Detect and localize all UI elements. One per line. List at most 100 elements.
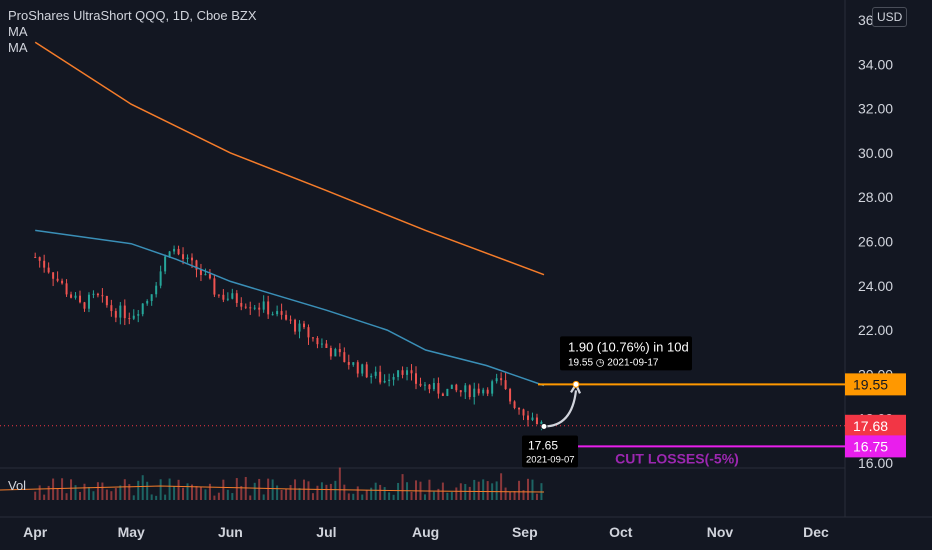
candle-body bbox=[325, 343, 328, 348]
volume-bar bbox=[204, 489, 207, 500]
volume-bar bbox=[446, 492, 449, 500]
symbol-title[interactable]: ProShares UltraShort QQQ, 1D, Cboe BZX bbox=[8, 8, 257, 23]
candle-body bbox=[105, 295, 108, 306]
candle-body bbox=[150, 294, 153, 302]
y-tick-label: 32.00 bbox=[858, 101, 893, 117]
y-tick-label: 16.00 bbox=[858, 455, 893, 471]
candle-body bbox=[500, 378, 503, 381]
volume-bar bbox=[222, 479, 225, 500]
volume-bars bbox=[0, 467, 545, 500]
candle-body bbox=[446, 388, 449, 396]
measure-end-dot bbox=[572, 380, 580, 388]
volume-bar bbox=[226, 489, 229, 500]
candle-body bbox=[195, 260, 198, 270]
candle-body bbox=[226, 298, 229, 300]
volume-bar bbox=[352, 493, 355, 500]
volume-bar bbox=[276, 485, 279, 500]
candle-body bbox=[311, 337, 314, 339]
volume-bar bbox=[527, 478, 529, 500]
volume-bar bbox=[213, 495, 216, 500]
candle-body bbox=[244, 306, 247, 308]
candle-body bbox=[522, 409, 525, 416]
volume-bar bbox=[535, 493, 538, 500]
indicator-ma-1[interactable]: MA bbox=[8, 24, 28, 39]
candle-body bbox=[343, 352, 346, 363]
candle-body bbox=[441, 393, 444, 396]
candle-body bbox=[123, 305, 126, 319]
candle-body bbox=[141, 303, 144, 315]
volume-bar bbox=[123, 479, 126, 500]
start-point-label bbox=[522, 435, 578, 468]
candle-body bbox=[329, 347, 332, 357]
volume-bar bbox=[294, 479, 297, 500]
candle-body bbox=[316, 337, 319, 345]
candle-body bbox=[43, 260, 46, 268]
candle-body bbox=[401, 370, 404, 375]
candle-body bbox=[164, 256, 167, 272]
price-label-text-target: 19.55 bbox=[853, 376, 888, 392]
candle-body bbox=[83, 302, 86, 309]
candle-body bbox=[276, 311, 279, 315]
y-tick-label: 26.00 bbox=[858, 234, 893, 250]
volume-bar bbox=[132, 495, 135, 500]
volume-bar bbox=[518, 480, 521, 500]
volume-bar bbox=[146, 481, 149, 500]
volume-bar bbox=[83, 483, 86, 500]
candle-body bbox=[267, 301, 270, 315]
indicator-ma-2[interactable]: MA bbox=[8, 40, 28, 55]
volume-bar bbox=[513, 491, 516, 500]
volume-bar bbox=[186, 483, 189, 500]
volume-bar bbox=[280, 489, 283, 500]
volume-bar bbox=[191, 484, 193, 500]
candle-body bbox=[459, 390, 462, 393]
candle-body bbox=[132, 315, 135, 319]
volume-bar bbox=[307, 481, 310, 500]
candle-body bbox=[531, 417, 534, 420]
candle-body bbox=[486, 389, 489, 394]
candle-body bbox=[280, 311, 283, 315]
price-label-text-stop: 16.75 bbox=[853, 438, 888, 454]
candle-body bbox=[365, 364, 368, 378]
candle-body bbox=[240, 302, 243, 307]
candle-body bbox=[495, 378, 498, 382]
volume-bar bbox=[79, 491, 81, 500]
volume-bar bbox=[316, 485, 319, 500]
volume-bar bbox=[374, 482, 377, 500]
volume-bar bbox=[208, 483, 211, 500]
candle-body bbox=[406, 370, 409, 375]
volume-bar bbox=[217, 492, 220, 500]
volume-bar bbox=[262, 494, 265, 500]
candle-body bbox=[92, 293, 95, 295]
volume-bar bbox=[401, 474, 404, 500]
y-tick-label: 36 bbox=[858, 12, 874, 28]
volume-bar bbox=[334, 480, 337, 500]
volume-bar bbox=[437, 488, 440, 500]
volume-bar bbox=[231, 493, 234, 500]
candle-body bbox=[231, 293, 234, 299]
drawing-tools[interactable]: 1.90 (10.76%) in 10d 19.55 ◷ 2021-09-17 17… bbox=[0, 336, 845, 468]
volume-bar bbox=[509, 491, 512, 500]
candle-body bbox=[307, 327, 310, 338]
candle-body bbox=[298, 323, 301, 332]
candle-body bbox=[222, 294, 225, 300]
grid bbox=[0, 0, 932, 518]
y-tick-label: 28.00 bbox=[858, 189, 893, 205]
x-tick-label: Jun bbox=[218, 524, 243, 540]
currency-button[interactable]: USD bbox=[872, 7, 908, 27]
volume-bar bbox=[455, 487, 458, 500]
candle-body bbox=[513, 401, 516, 408]
volume-bar bbox=[253, 482, 256, 500]
volume-bar bbox=[329, 483, 332, 500]
volume-bar bbox=[244, 476, 247, 500]
volume-label: Vol bbox=[8, 478, 27, 493]
volume-bar bbox=[168, 478, 171, 500]
candle-body bbox=[199, 269, 202, 275]
volume-bar bbox=[468, 486, 471, 500]
y-tick-label: 30.00 bbox=[858, 145, 893, 161]
volume-bar bbox=[271, 479, 274, 500]
stop-loss-text: CUT LOSSES(-5%) bbox=[615, 450, 739, 466]
volume-bar bbox=[379, 484, 382, 500]
candle-body bbox=[38, 257, 41, 261]
volume-bar bbox=[298, 488, 301, 500]
